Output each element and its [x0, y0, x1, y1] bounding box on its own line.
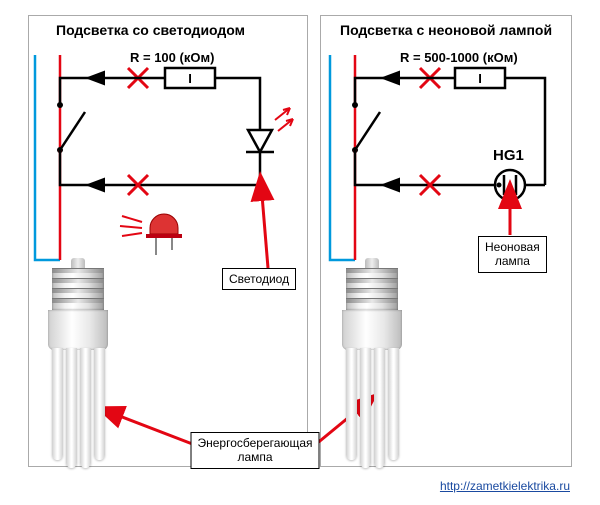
label-cfl: Энергосберегающая лампа	[191, 432, 320, 469]
resistor-symbol-left: I	[188, 71, 192, 86]
label-neon: Неоновая лампа	[478, 236, 547, 273]
cfl-bulb-left	[38, 262, 118, 468]
led-symbol	[246, 108, 293, 152]
led-physical-icon	[120, 214, 182, 255]
resistor-symbol-right: I	[478, 71, 482, 86]
label-led: Светодиод	[222, 268, 296, 290]
source-url[interactable]: http://zametkielektrika.ru	[440, 479, 570, 493]
cfl-bulb-right	[332, 262, 412, 468]
